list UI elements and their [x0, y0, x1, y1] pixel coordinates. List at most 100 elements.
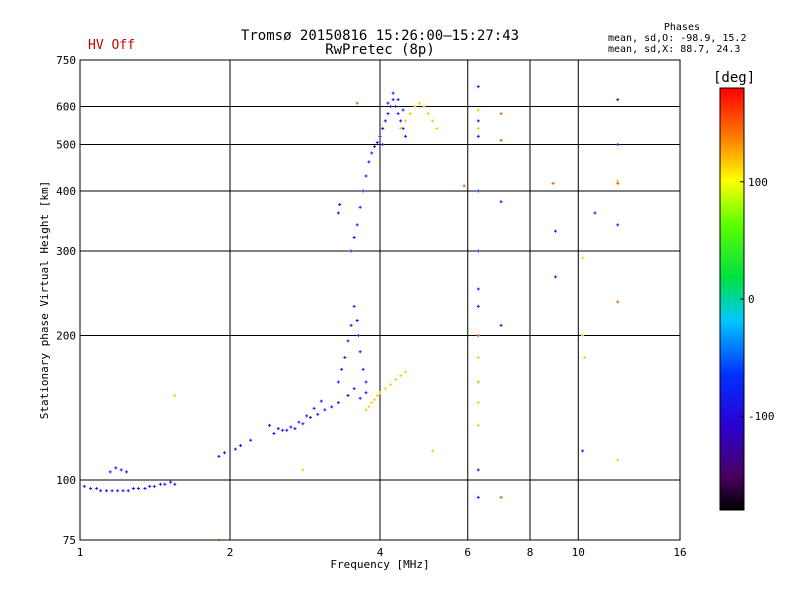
data-point [378, 134, 382, 138]
grid-lines [80, 60, 680, 540]
data-point [119, 468, 123, 472]
y-tick-label: 400 [56, 185, 76, 198]
x-tick-label: 8 [527, 546, 534, 559]
data-point [551, 181, 555, 185]
data-point [343, 355, 347, 359]
data-point [616, 223, 620, 227]
x-tick-label: 16 [673, 546, 686, 559]
data-point [301, 422, 305, 426]
data-point [316, 412, 320, 416]
data-point [375, 394, 379, 398]
data-point [158, 482, 162, 486]
chart-title-line2: RwPretec (8p) [325, 42, 435, 58]
data-point [476, 287, 480, 291]
data-point [276, 427, 280, 431]
data-point [383, 119, 387, 123]
x-tick-label: 4 [377, 546, 384, 559]
x-axis-label: Frequency [MHz] [330, 558, 429, 571]
data-point [426, 112, 430, 116]
data-point [583, 355, 587, 359]
data-point [593, 211, 597, 215]
data-point [476, 423, 480, 427]
y-tick-label: 500 [56, 139, 76, 152]
data-point [581, 256, 585, 260]
data-point [499, 112, 503, 116]
data-point [476, 355, 480, 359]
data-point [352, 236, 356, 240]
data-point [89, 487, 93, 491]
data-point [346, 339, 350, 343]
data-point [386, 112, 390, 116]
data-point [422, 105, 426, 109]
data-point [116, 489, 120, 493]
data-point [364, 174, 368, 178]
data-point [352, 387, 356, 391]
data-point [375, 140, 379, 144]
data-point [223, 451, 227, 455]
data-point [396, 112, 400, 116]
colorbar-tick-label: -100 [748, 410, 775, 423]
data-point [403, 134, 407, 138]
data-point [476, 380, 480, 384]
y-axis-label: Stationary phase Virtual Height [km] [38, 181, 51, 419]
data-point [361, 189, 365, 193]
data-point [340, 367, 344, 371]
data-point [581, 334, 585, 338]
data-point [616, 143, 620, 147]
y-tick-label: 200 [56, 330, 76, 343]
data-point [336, 380, 340, 384]
data-point [355, 101, 359, 105]
data-point [381, 143, 385, 147]
data-point [361, 367, 365, 371]
data-point [358, 350, 362, 354]
data-point [396, 98, 400, 102]
data-point [403, 119, 407, 123]
data-point [336, 401, 340, 405]
colorbar-tick-label: 0 [748, 293, 755, 306]
data-point [355, 223, 359, 227]
data-point [373, 398, 377, 402]
data-point [499, 495, 503, 499]
data-point [272, 432, 276, 436]
data-point [143, 487, 147, 491]
data-point [476, 468, 480, 472]
data-point [114, 466, 118, 470]
data-point [169, 480, 173, 484]
data-point [394, 377, 398, 381]
data-point [616, 300, 620, 304]
data-point [349, 323, 353, 327]
data-point [319, 399, 323, 403]
data-point [125, 470, 129, 474]
data-point [239, 444, 243, 448]
data-point [499, 323, 503, 327]
data-point [417, 101, 421, 105]
data-point [336, 211, 340, 215]
data-point [110, 489, 114, 493]
data-point [364, 380, 368, 384]
data-point [476, 108, 480, 112]
colorbar-unit: [deg] [713, 70, 756, 86]
data-point [338, 202, 342, 206]
data-point [553, 229, 557, 233]
data-point [293, 427, 297, 431]
data-point [581, 449, 585, 453]
data-point [267, 423, 271, 427]
data-point [323, 408, 327, 412]
data-point [386, 101, 390, 105]
data-point [616, 181, 620, 185]
data-point [378, 391, 382, 395]
data-point [616, 458, 620, 462]
y-axis: 75 100 200 300 400 500 600 750 [56, 54, 76, 547]
data-point [476, 126, 480, 130]
data-point [356, 334, 360, 338]
chart-title-line1: Tromsø 20150816 15:26:00–15:27:43 [240, 28, 520, 44]
data-point [95, 487, 99, 491]
data-point [462, 184, 466, 188]
data-point [131, 487, 135, 491]
data-point [383, 387, 387, 391]
data-point [297, 420, 301, 424]
data-point [476, 134, 480, 138]
data-point [394, 105, 398, 109]
data-point [476, 401, 480, 405]
